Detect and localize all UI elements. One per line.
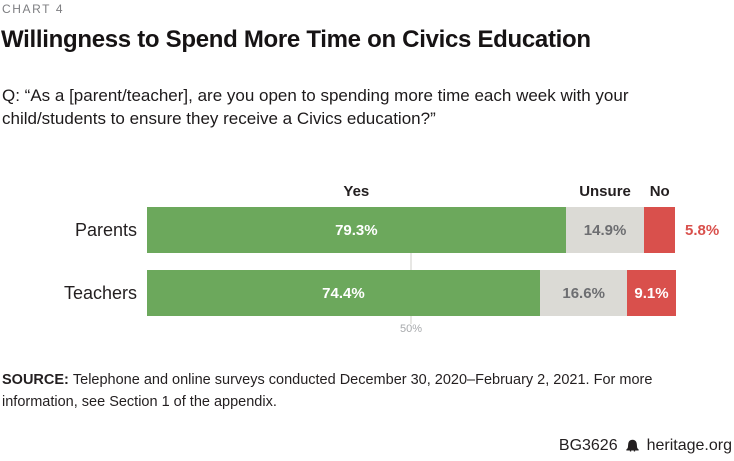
chart-kicker: CHART 4 [2, 2, 65, 16]
category-label-parents: Parents [74, 219, 137, 240]
bar-parents: 79.3% 14.9% [147, 207, 675, 253]
report-id: BG3626 [558, 437, 618, 454]
value-label: 14.9% [583, 221, 627, 239]
source-note: SOURCE: Telephone and online surveys cond… [2, 369, 726, 413]
tick-gridline-50 [410, 207, 412, 324]
footer: BG3626 heritage.org [559, 437, 732, 455]
category-label-teachers: Teachers [63, 282, 137, 303]
survey-question: Q: “As a [parent/teacher], are you open … [2, 86, 629, 128]
value-label: 9.1% [634, 284, 669, 302]
bar-teachers: 74.4% 16.6% 9.1% [147, 270, 676, 316]
bar-segment-yes: 79.3% [147, 207, 566, 253]
column-header-yes: Yes [343, 183, 370, 200]
bar-segment-unsure: 16.6% [539, 270, 628, 316]
bar-segment-no [644, 207, 675, 253]
value-label: 16.6% [562, 284, 605, 302]
source-text: Telephone and online surveys conducted D… [2, 372, 653, 410]
source-label: SOURCE: [2, 372, 69, 388]
bar-segment-no: 9.1% [627, 270, 676, 316]
value-label: 74.4% [322, 284, 365, 302]
site-link: heritage.org [646, 437, 732, 454]
value-label-outside: 5.8% [685, 221, 720, 239]
bar-segment-unsure: 14.9% [565, 207, 645, 253]
liberty-bell-icon [625, 439, 639, 452]
chart-title: Willingness to Spend More Time on Civics… [1, 26, 591, 53]
column-header-no: No [649, 183, 670, 200]
tick-label-50: 50% [399, 323, 423, 335]
value-label: 79.3% [335, 221, 378, 239]
column-header-unsure: Unsure [579, 183, 631, 200]
bar-segment-yes: 74.4% [147, 270, 540, 316]
